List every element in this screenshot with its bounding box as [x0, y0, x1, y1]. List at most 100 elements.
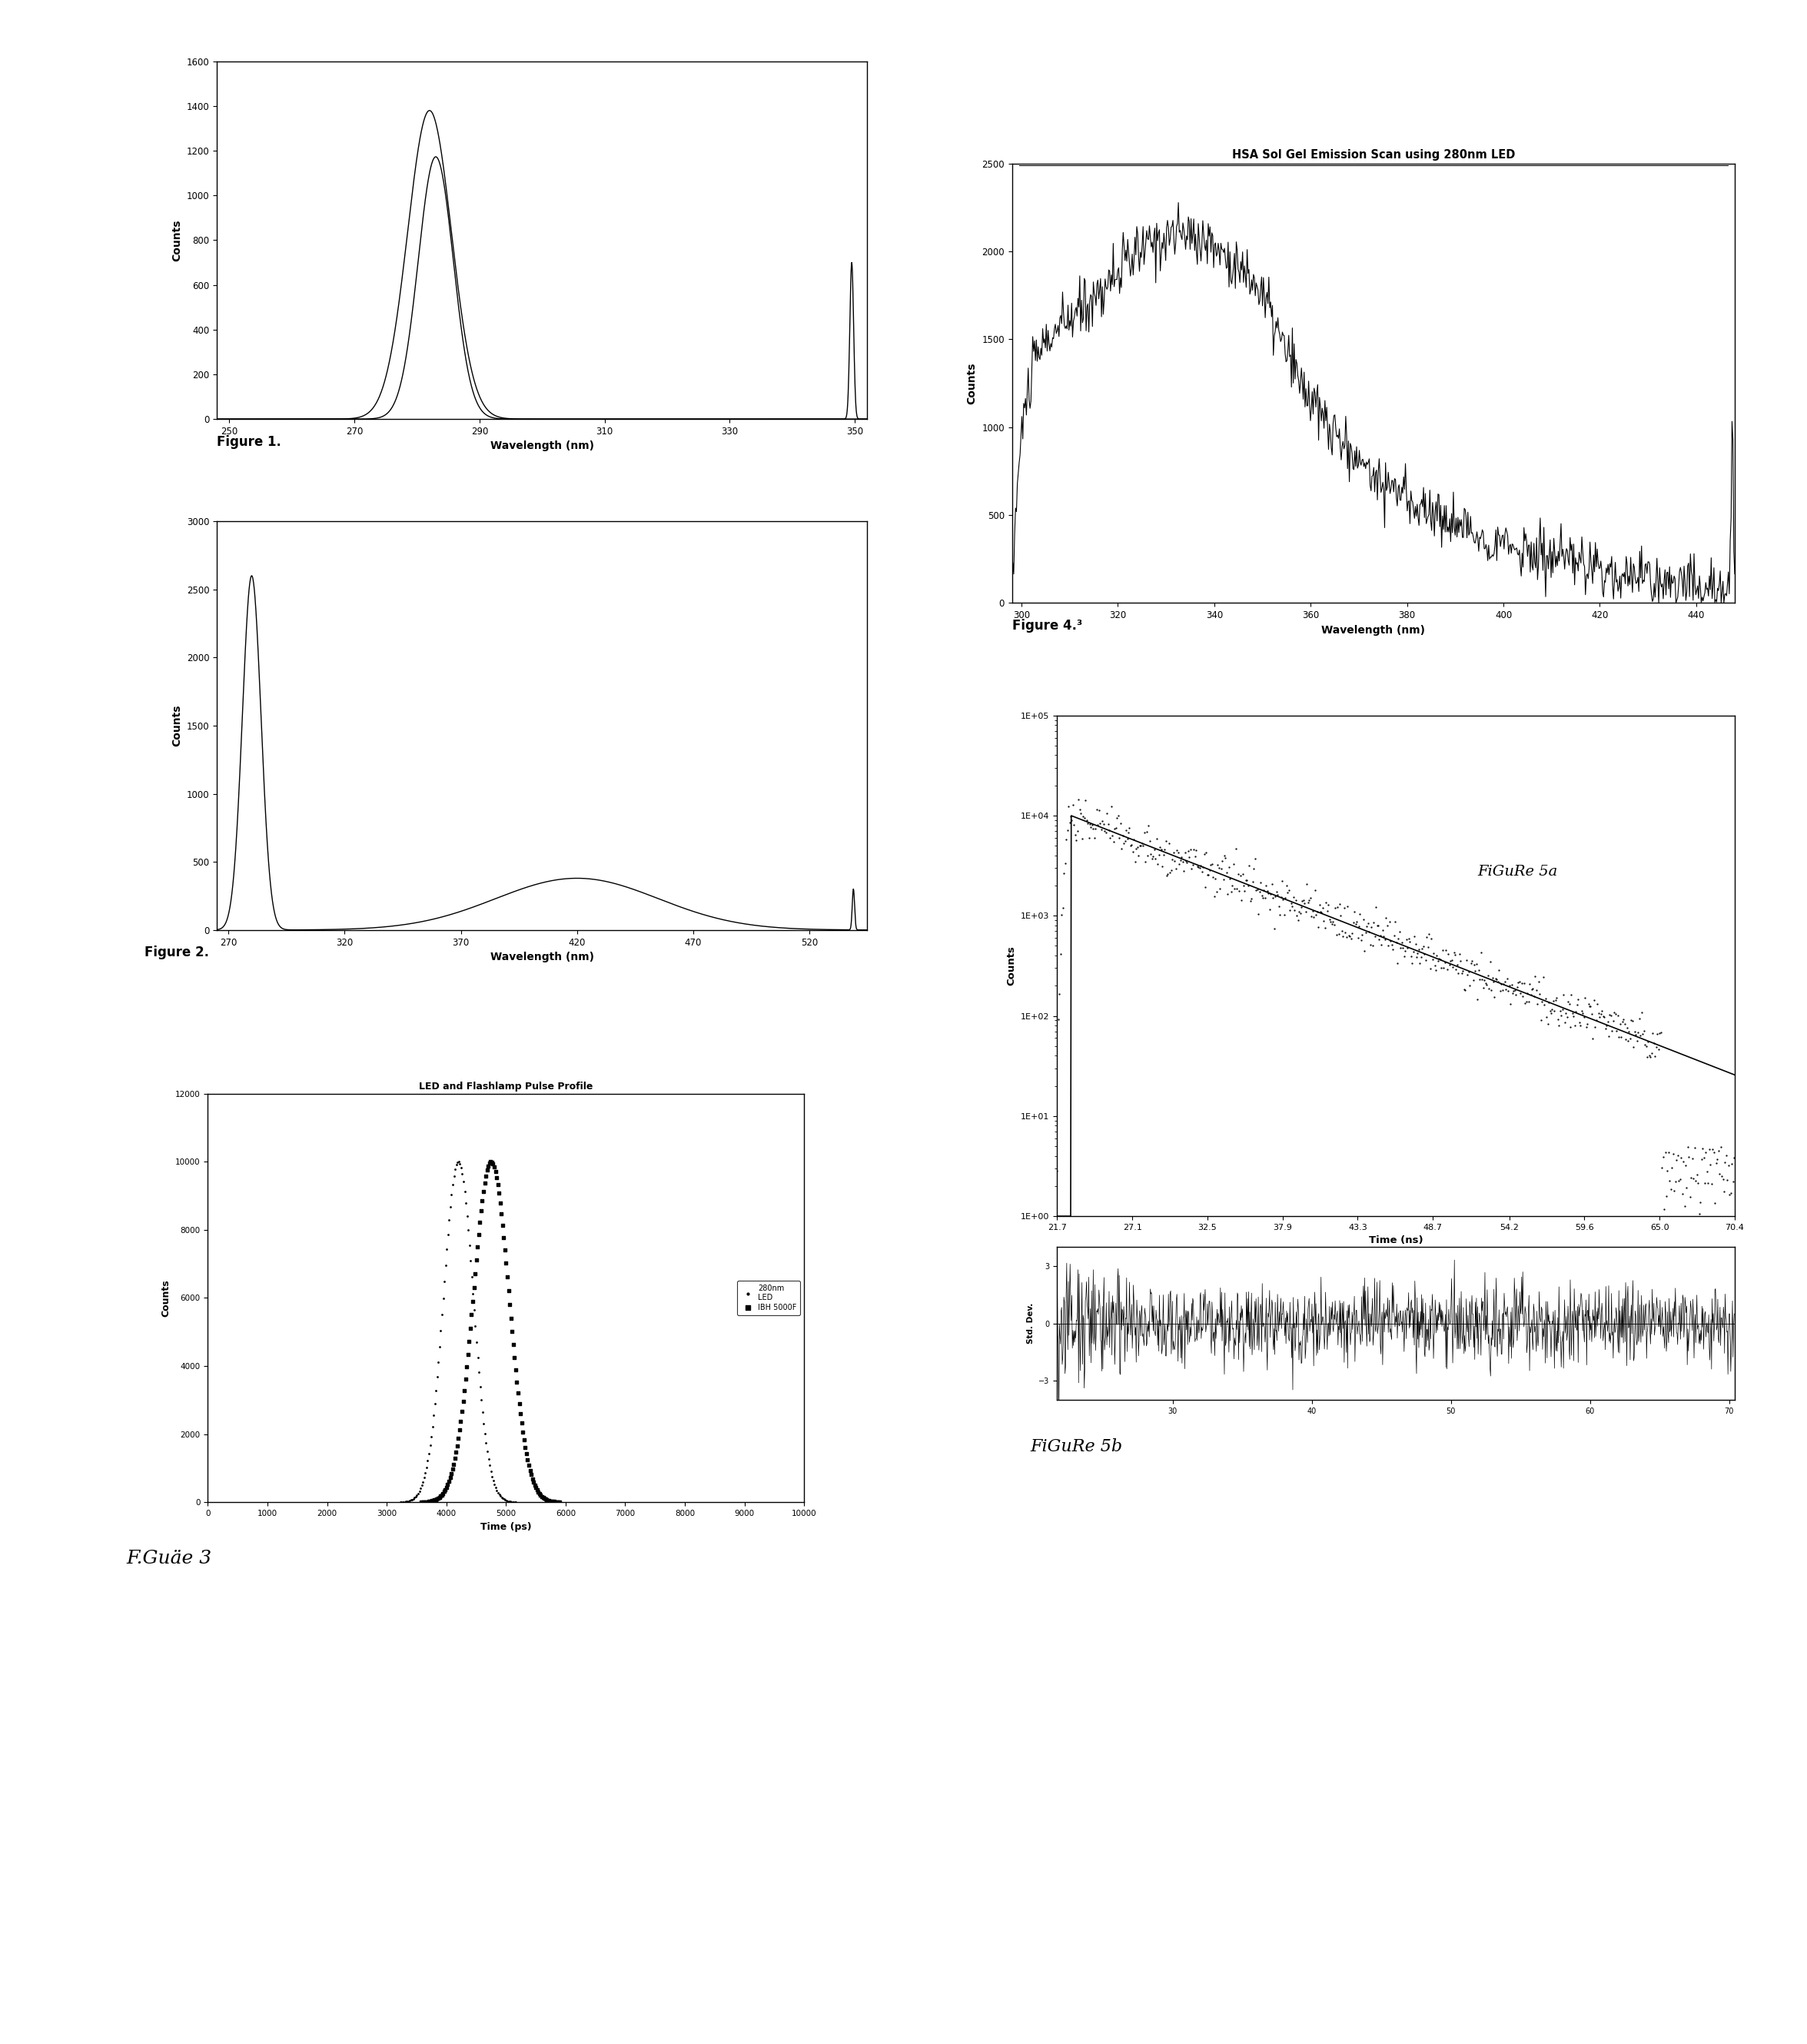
Point [1706, 1130, 1735, 1163]
Point [1541, 981, 1570, 1014]
Point [1180, 840, 1209, 873]
Point [1543, 1004, 1572, 1036]
Point [1617, 1004, 1646, 1036]
Point [1465, 963, 1494, 995]
Point [1409, 930, 1438, 963]
Point [1536, 997, 1565, 1030]
280nm
LED [410, 1461, 439, 1494]
Point [1301, 897, 1330, 930]
Point [1341, 895, 1370, 928]
Point [1111, 814, 1140, 846]
Point [1413, 920, 1442, 953]
Point [1702, 1147, 1731, 1179]
Point [1088, 805, 1117, 838]
Point [1187, 854, 1216, 887]
Point [1558, 979, 1587, 1012]
Point [1044, 977, 1073, 1010]
IBH 5000F [502, 1365, 531, 1398]
Point [1659, 1136, 1688, 1169]
Point [1639, 1016, 1668, 1049]
Point [1662, 1139, 1691, 1171]
280nm
LED [414, 1437, 443, 1470]
Point [1699, 1136, 1727, 1169]
IBH 5000F [477, 1145, 506, 1177]
280nm
LED [463, 1327, 492, 1359]
IBH 5000F [484, 1177, 513, 1210]
Point [1234, 869, 1263, 901]
280nm
LED [488, 1482, 517, 1515]
Point [1451, 975, 1480, 1008]
Point [1241, 873, 1270, 905]
Point [1397, 940, 1426, 973]
Point [1308, 891, 1337, 924]
Point [1428, 950, 1456, 983]
Point [1352, 910, 1381, 942]
Point [1464, 983, 1493, 1016]
Point [1570, 981, 1599, 1014]
Point [1520, 979, 1549, 1012]
Point [1527, 1004, 1556, 1036]
Point [1189, 838, 1218, 871]
Point [1671, 1171, 1700, 1204]
Point [1372, 901, 1400, 934]
Point [1418, 936, 1447, 969]
Point [1048, 891, 1077, 924]
IBH 5000F [463, 1243, 492, 1275]
Point [1315, 903, 1344, 936]
IBH 5000F [434, 1466, 463, 1498]
Point [1462, 948, 1491, 981]
Point [1044, 1004, 1073, 1036]
Point [1090, 814, 1119, 846]
Point [1113, 816, 1142, 848]
Point [1424, 944, 1453, 977]
280nm
LED [392, 1486, 421, 1519]
Point [1568, 1002, 1597, 1034]
Point [1587, 997, 1615, 1030]
280nm
LED [417, 1410, 446, 1443]
Point [1059, 789, 1088, 822]
IBH 5000F [537, 1484, 566, 1517]
Point [1588, 1000, 1617, 1032]
Y-axis label: Counts: Counts [172, 705, 183, 746]
280nm
LED [493, 1484, 522, 1517]
Point [1444, 957, 1473, 989]
Point [1637, 1036, 1666, 1069]
X-axis label: Wavelength (nm): Wavelength (nm) [490, 442, 595, 452]
Text: FiGuRe 5b: FiGuRe 5b [1030, 1439, 1122, 1455]
280nm
LED [495, 1484, 524, 1517]
IBH 5000F [538, 1486, 567, 1519]
Point [1144, 838, 1173, 871]
280nm
LED [452, 1200, 481, 1233]
280nm
LED [426, 1314, 455, 1347]
IBH 5000F [510, 1423, 538, 1455]
Point [1576, 989, 1605, 1022]
Point [1232, 865, 1261, 897]
280nm
LED [499, 1486, 528, 1519]
280nm
LED [430, 1265, 459, 1298]
Point [1547, 1000, 1576, 1032]
280nm
LED [416, 1429, 445, 1461]
Point [1288, 883, 1317, 916]
IBH 5000F [513, 1443, 542, 1476]
IBH 5000F [481, 1155, 510, 1188]
Point [1267, 881, 1296, 914]
Point [1467, 963, 1496, 995]
Point [1440, 936, 1469, 969]
Point [1641, 1040, 1670, 1073]
Point [1550, 997, 1579, 1030]
Point [1325, 887, 1353, 920]
Point [1050, 856, 1079, 889]
Point [1057, 799, 1086, 832]
Point [1708, 1159, 1737, 1192]
Point [1146, 830, 1175, 863]
Point [1330, 891, 1359, 924]
Point [1464, 955, 1493, 987]
Point [1681, 1130, 1709, 1163]
Point [1395, 926, 1424, 959]
Point [1565, 1006, 1594, 1038]
Point [1142, 822, 1171, 854]
Point [1176, 852, 1205, 885]
Point [1603, 1000, 1632, 1032]
Point [1475, 973, 1503, 1006]
Point [1377, 928, 1406, 961]
